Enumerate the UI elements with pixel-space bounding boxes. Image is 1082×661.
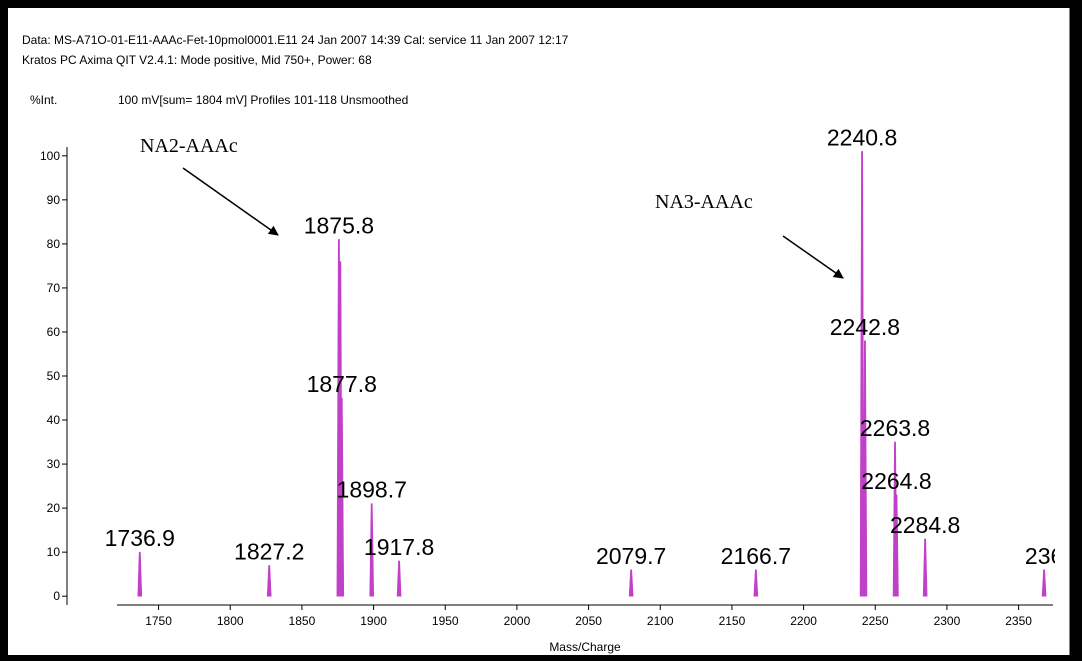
peak — [137, 551, 143, 597]
annotation: NA2-AAAc — [140, 135, 238, 157]
x-tick-label: 1900 — [360, 614, 387, 628]
annotation: NA3-AAAc — [655, 191, 753, 213]
peak — [339, 397, 345, 597]
y-tick-label: 100 — [40, 149, 60, 163]
peak-label: 1736.9 — [105, 525, 175, 551]
subtitle: 100 mV[sum= 1804 mV] Profiles 101-118 Un… — [118, 93, 408, 107]
peak — [922, 538, 928, 597]
peak — [894, 494, 899, 597]
peak-label: 1827.2 — [234, 538, 304, 564]
arrow — [782, 235, 844, 279]
peak-label: 1917.8 — [364, 534, 434, 560]
peak-label: 2284.8 — [890, 512, 960, 538]
header-line: Data: MS-A71O-01-E11-AAAc-Fet-10pmol0001… — [22, 33, 569, 47]
y-tick-label: 80 — [47, 237, 61, 251]
y-tick-label: 60 — [47, 325, 61, 339]
peak-label: 1898.7 — [337, 477, 407, 503]
header-line: Kratos PC Axima QIT V2.4.1: Mode positiv… — [22, 53, 372, 67]
x-tick-label: 1950 — [432, 614, 459, 628]
peak — [753, 569, 759, 597]
x-tick-label: 2250 — [862, 614, 889, 628]
peak-label: 2242.8 — [830, 314, 900, 340]
x-tick-label: 2300 — [934, 614, 961, 628]
peak-label: 2264.8 — [861, 468, 931, 494]
x-tick-label: 2350 — [1005, 614, 1032, 628]
x-tick-label: 2150 — [719, 614, 746, 628]
x-tick-label: 2100 — [647, 614, 674, 628]
background — [8, 8, 1070, 655]
peak — [628, 569, 634, 597]
peak — [266, 565, 272, 597]
peak — [369, 503, 375, 597]
x-tick-label: 2200 — [790, 614, 817, 628]
x-tick-label: 2000 — [504, 614, 531, 628]
y-tick-label: 20 — [47, 501, 61, 515]
peak-label: 2166.7 — [721, 543, 791, 569]
x-tick-label: 1850 — [289, 614, 316, 628]
x-tick-label: 2050 — [575, 614, 602, 628]
x-tick-label: 1800 — [217, 614, 244, 628]
y-tick-label: 10 — [47, 545, 61, 559]
peak-label: 236 — [1025, 543, 1063, 569]
arrow — [182, 167, 279, 236]
x-tick-label: 1750 — [145, 614, 172, 628]
peak — [1041, 569, 1047, 597]
y-axis-label: %Int. — [30, 93, 57, 107]
peak-label: 1875.8 — [304, 212, 374, 238]
y-tick-label: 90 — [47, 193, 61, 207]
peak-label: 2263.8 — [860, 415, 930, 441]
peak-label: 1877.8 — [307, 371, 377, 397]
x-axis-label: Mass/Charge — [549, 640, 621, 654]
peak-label: 2240.8 — [827, 124, 897, 150]
y-tick-label: 70 — [47, 281, 61, 295]
y-tick-label: 0 — [53, 589, 60, 603]
y-tick-label: 30 — [47, 457, 61, 471]
peak — [862, 340, 868, 597]
y-tick-label: 40 — [47, 413, 61, 427]
peak-label: 2079.7 — [596, 543, 666, 569]
peak — [396, 560, 402, 597]
y-tick-label: 50 — [47, 369, 61, 383]
